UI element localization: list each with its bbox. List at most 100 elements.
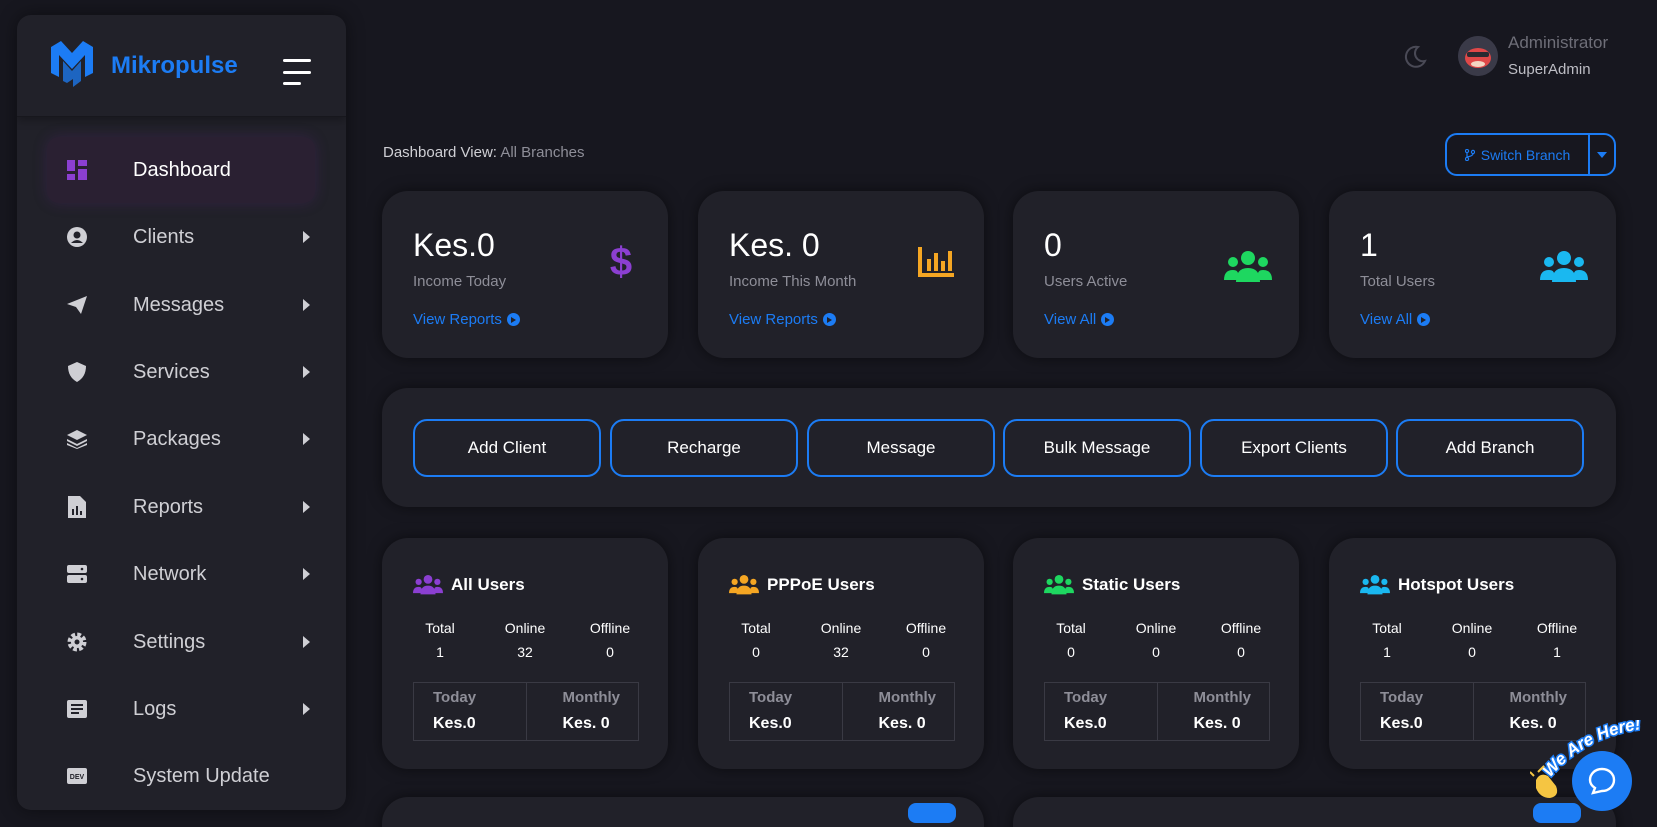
arrow-circle-right-icon bbox=[506, 313, 520, 326]
mikropulse-logo-icon bbox=[51, 40, 93, 87]
switch-branch-label: Switch Branch bbox=[1480, 146, 1571, 163]
monthly-cell: Monthly Kes. 0 bbox=[841, 683, 955, 740]
sidebar-item-reports[interactable]: Reports bbox=[47, 474, 315, 540]
avatar-image bbox=[1458, 36, 1498, 76]
income-summary: Today Kes.0 Monthly Kes. 0 bbox=[1360, 682, 1586, 741]
today-cell: Today Kes.0 bbox=[1045, 683, 1157, 740]
dark-mode-moon-icon[interactable] bbox=[1402, 44, 1428, 70]
sidebar-item-label: Packages bbox=[133, 427, 221, 450]
cell-label: Monthly bbox=[878, 689, 937, 706]
sidebar-item-packages[interactable]: Packages bbox=[47, 406, 315, 472]
col-value: 32 bbox=[833, 644, 849, 660]
caret-down-icon bbox=[1597, 151, 1607, 158]
col-value: 0 bbox=[1237, 644, 1245, 660]
arrow-circle-right-icon bbox=[1417, 313, 1431, 326]
col-label: Online bbox=[1135, 620, 1177, 636]
panel-button[interactable] bbox=[1533, 803, 1581, 823]
col-value: 0 bbox=[1468, 644, 1476, 660]
user-name: SuperAdmin bbox=[1508, 61, 1591, 78]
dashboard-view-value: All Branches bbox=[500, 144, 585, 161]
sidebar-item-settings[interactable]: Settings bbox=[47, 609, 315, 675]
stat-label: Income Today bbox=[413, 273, 507, 290]
sidebar-item-network[interactable]: Network bbox=[47, 541, 315, 607]
avatar[interactable] bbox=[1458, 36, 1498, 76]
stat-value: Kes. 0 bbox=[729, 227, 820, 263]
report-file-icon bbox=[66, 496, 88, 518]
caret-right-icon bbox=[303, 299, 310, 311]
users-icon bbox=[413, 575, 443, 595]
dashboard-view-label: Dashboard View: All Branches bbox=[383, 144, 585, 161]
dashboard-view-caption: Dashboard View: bbox=[383, 144, 497, 161]
arrow-circle-right-icon bbox=[822, 313, 836, 326]
export-clients-button[interactable]: Export Clients bbox=[1200, 419, 1388, 477]
hamburger-menu-icon[interactable] bbox=[283, 59, 315, 85]
cell-label: Today bbox=[749, 689, 793, 706]
offline-column: Offline 0 bbox=[575, 620, 645, 660]
switch-branch-button[interactable]: Switch Branch bbox=[1447, 135, 1590, 174]
sidebar-item-logs[interactable]: Logs bbox=[47, 676, 315, 742]
total-column: Total 1 bbox=[1352, 620, 1422, 660]
sidebar-item-services[interactable]: Services bbox=[47, 339, 315, 405]
users-icon bbox=[1360, 575, 1390, 595]
stat-card-income-month: Kes. 0 Income This Month View Reports bbox=[698, 191, 984, 358]
user-group-card-all: All Users Total 1 Online 32 Offline 0 Today… bbox=[382, 538, 668, 769]
user-group-title: Hotspot Users bbox=[1398, 575, 1515, 594]
branch-icon bbox=[1464, 148, 1475, 161]
log-list-icon bbox=[66, 698, 88, 720]
view-all-link[interactable]: View All bbox=[1360, 311, 1431, 328]
cell-label: Monthly bbox=[1193, 689, 1252, 706]
users-icon bbox=[1540, 251, 1588, 282]
cell-label: Monthly bbox=[562, 689, 621, 706]
stat-card-income-today: Kes.0 Income Today View Reports $ bbox=[382, 191, 668, 358]
sidebar-item-label: System Update bbox=[133, 764, 270, 787]
dollar-icon: $ bbox=[610, 241, 632, 281]
col-label: Total bbox=[1056, 620, 1086, 636]
view-reports-link[interactable]: View Reports bbox=[413, 311, 520, 328]
sidebar-item-clients[interactable]: Clients bbox=[47, 204, 315, 270]
col-value: 32 bbox=[517, 644, 533, 660]
message-button[interactable]: Message bbox=[807, 419, 995, 477]
sidebar-item-label: Services bbox=[133, 360, 210, 383]
view-reports-link[interactable]: View Reports bbox=[729, 311, 836, 328]
sidebar-item-messages[interactable]: Messages bbox=[47, 272, 315, 338]
panel-button[interactable] bbox=[908, 803, 956, 823]
sidebar-item-dashboard[interactable]: Dashboard bbox=[47, 137, 315, 203]
switch-branch-dropdown[interactable] bbox=[1590, 135, 1614, 174]
user-group-header: Static Users bbox=[1044, 574, 1180, 596]
cell-value: Kes.0 bbox=[749, 715, 792, 732]
add-branch-button[interactable]: Add Branch bbox=[1396, 419, 1584, 477]
user-group-header: All Users bbox=[413, 574, 525, 596]
stat-label: Users Active bbox=[1044, 273, 1128, 290]
stat-card-total-users: 1 Total Users View All bbox=[1329, 191, 1616, 358]
chat-launcher-button[interactable] bbox=[1572, 751, 1632, 811]
sidebar-item-label: Network bbox=[133, 562, 207, 585]
sidebar-item-system-update[interactable]: DEV System Update bbox=[47, 743, 315, 809]
sidebar-item-label: Messages bbox=[133, 293, 225, 316]
col-value: 0 bbox=[1152, 644, 1160, 660]
waving-hand-icon bbox=[1530, 765, 1558, 798]
users-icon bbox=[1224, 251, 1272, 282]
col-label: Offline bbox=[589, 620, 631, 636]
cell-value: Kes. 0 bbox=[1193, 715, 1241, 732]
bulk-message-button[interactable]: Bulk Message bbox=[1003, 419, 1191, 477]
view-all-link[interactable]: View All bbox=[1044, 311, 1115, 328]
sidebar-item-label: Dashboard bbox=[133, 158, 231, 181]
svg-text:$: $ bbox=[610, 241, 632, 281]
quick-actions-panel: Add Client Recharge Message Bulk Message… bbox=[382, 388, 1616, 507]
col-value: 0 bbox=[922, 644, 930, 660]
bottom-panel-right bbox=[1013, 797, 1616, 827]
offline-column: Offline 0 bbox=[891, 620, 961, 660]
add-client-button[interactable]: Add Client bbox=[413, 419, 601, 477]
link-text: View Reports bbox=[413, 311, 502, 328]
cell-label: Today bbox=[1380, 689, 1424, 706]
cell-label: Today bbox=[433, 689, 477, 706]
dev-icon: DEV bbox=[66, 765, 88, 787]
cell-label: Today bbox=[1064, 689, 1108, 706]
gear-icon bbox=[66, 631, 88, 653]
col-label: Offline bbox=[905, 620, 947, 636]
col-value: 1 bbox=[436, 644, 444, 660]
user-group-header: Hotspot Users bbox=[1360, 574, 1514, 596]
recharge-button[interactable]: Recharge bbox=[610, 419, 798, 477]
total-column: Total 1 bbox=[405, 620, 475, 660]
caret-right-icon bbox=[303, 366, 310, 378]
